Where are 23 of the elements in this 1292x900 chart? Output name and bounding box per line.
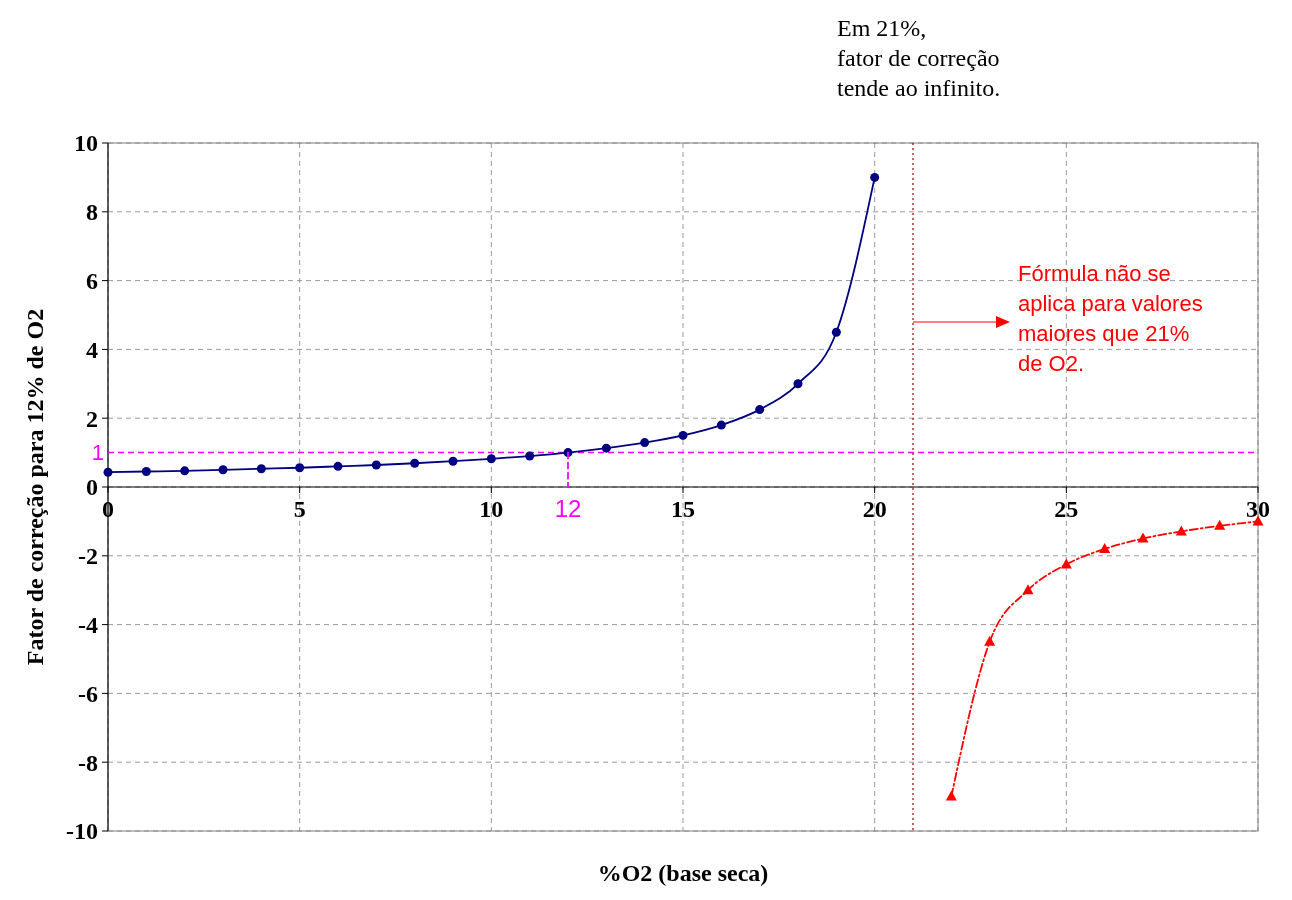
x-tick-label: 15 xyxy=(671,496,695,522)
y-axis-title: Fator de correção para 12% de O2 xyxy=(22,308,48,666)
annotation: Fórmula não se aplica para valores maiores que 21% de O2. xyxy=(1018,261,1203,376)
y-tick-label: 6 xyxy=(86,268,98,294)
y-tick-label: -6 xyxy=(78,680,98,707)
y-tick-label: -4 xyxy=(78,612,98,638)
ref-line-label: 1 xyxy=(91,440,104,466)
x-tick-label: 30 xyxy=(1246,496,1270,522)
x-tick-label: 20 xyxy=(862,496,887,522)
y-tick-label: 0 xyxy=(86,474,98,501)
y-tick-label: -10 xyxy=(66,818,98,845)
text: Em 21%, fator de correção tende ao infinito. xyxy=(837,15,1001,101)
annotation: 12 xyxy=(554,495,582,522)
y-tick-label: 10 xyxy=(74,130,98,157)
y-tick-label: -2 xyxy=(78,543,98,570)
x-tick-label: 25 xyxy=(1054,496,1079,522)
x-tick-label: 10 xyxy=(479,496,504,522)
y-tick-label: -8 xyxy=(78,749,98,776)
x-axis-title: %O2 (base seca) xyxy=(597,860,769,886)
x-tick-label: 5 xyxy=(293,496,306,522)
y-tick-label: 8 xyxy=(86,199,98,226)
y-tick-label: 4 xyxy=(86,336,98,363)
y-tick-label: 2 xyxy=(86,405,98,432)
